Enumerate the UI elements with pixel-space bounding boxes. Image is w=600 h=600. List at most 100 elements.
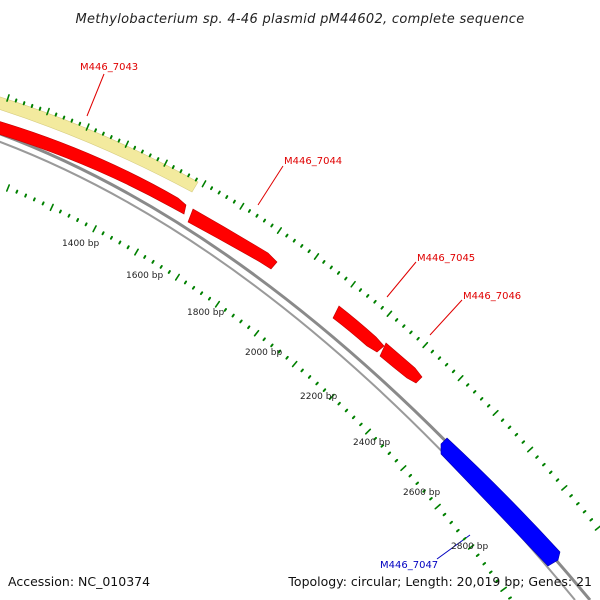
topology-summary: Topology: circular; Length: 20,019 bp; G… [287,574,592,589]
inner-tick-minor [199,291,204,296]
inner-tick-major [214,300,221,308]
inner-tick-minor [300,368,304,373]
inner-tick-major [92,225,97,233]
accession-text: Accession: NC_010374 [8,574,150,589]
inner-tick-minor [67,213,71,218]
outer-tick-major [561,484,568,491]
outer-tick-minor [210,186,214,191]
outer-tick-minor [366,294,370,298]
gene-label-M446_7046[interactable]: M446_7046 [463,291,521,302]
gene-arrow-M446_7043[interactable] [0,120,187,215]
outer-tick-minor [444,362,449,367]
inner-tick-minor [84,222,88,227]
inner-tick-minor [482,562,487,566]
tick-label-1600: 1600 bp [126,271,163,281]
inner-tick-minor [76,218,80,222]
leader-line-M446_7046 [429,299,463,336]
outer-tick-minor [247,209,251,213]
outer-tick-minor [179,169,183,174]
outer-tick-minor [589,518,594,522]
inner-tick-minor [359,422,363,427]
inner-tick-minor [191,285,196,290]
outer-tick-minor [292,238,296,243]
outer-tick-major [124,140,129,148]
inner-tick-major [49,203,54,212]
inner-tick-major [434,503,441,510]
gene-arrow-M446_7044[interactable] [187,208,278,270]
outer-tick-minor [336,271,341,275]
inner-tick-minor [277,349,282,354]
inner-tick-minor [380,444,385,448]
outer-tick-minor [109,135,113,140]
inner-tick-minor [429,497,433,501]
outer-tick-minor [117,138,121,143]
outer-tick-minor [133,145,137,150]
inner-tick-major [253,329,260,337]
gene-label-M446_7045[interactable]: M446_7045 [417,253,475,264]
outer-tick-major [239,202,245,210]
outer-tick-minor [101,131,105,136]
outer-tick-major [386,310,393,318]
outer-tick-major [6,94,10,102]
inner-tick-minor [442,512,447,517]
inner-tick-minor [126,245,130,250]
outer-tick-minor [225,195,229,199]
outer-tick-minor [217,190,221,195]
inner-tick-minor [58,209,62,214]
outer-tick-minor [479,397,484,401]
outer-tick-minor [54,112,58,117]
tick-row-inner [6,184,512,600]
outer-tick-minor [148,153,152,158]
inner-tick-minor [101,231,105,236]
outer-tick-minor [514,432,519,437]
outer-tick-minor [344,276,348,281]
outer-tick-minor [307,249,311,254]
inner-tick-minor [24,193,28,198]
outer-tick-minor [465,383,470,387]
leader-line-M446_7045 [386,261,417,298]
tick-row-outer [6,94,600,531]
outer-tick-minor [14,98,18,103]
inner-tick-minor [143,255,147,259]
inner-tick-major [6,184,10,192]
inner-tick-minor [151,259,155,264]
inner-tick-minor [118,240,122,245]
inner-tick-minor [488,570,493,574]
inner-tick-minor [109,235,113,240]
gene-label-M446_7043[interactable]: M446_7043 [80,62,138,73]
tick-label-2200: 2200 bp [300,392,337,402]
outer-tick-minor [358,288,363,292]
inner-tick-minor [344,408,349,413]
map-title: Methylobacterium sp. 4-46 plasmid pM4460… [75,12,524,27]
outer-tick-minor [70,118,74,123]
tick-label-2000: 2000 bp [245,348,282,358]
outer-tick-minor [194,177,198,182]
outer-tick-minor [30,103,34,108]
tick-label-1400: 1400 bp [62,239,99,249]
inner-tick-major [364,428,372,435]
outer-tick-minor [22,101,26,106]
outer-tick-minor [500,418,505,422]
inner-tick-minor [408,473,413,478]
inner-tick-minor [15,189,19,194]
outer-tick-major [526,446,534,453]
gene-arrow-M446_7047[interactable] [440,437,561,567]
outer-tick-minor [472,390,477,394]
backbone-outer [0,132,592,600]
inner-tick-major [400,465,407,472]
gene-label-M446_7047[interactable]: M446_7047 [380,560,438,571]
gene-label-M446_7044[interactable]: M446_7044 [284,156,342,167]
gene-arrow-M446_7045[interactable] [332,305,385,353]
outer-tick-minor [576,502,580,506]
inner-tick-minor [337,401,341,406]
inner-tick-minor [449,520,453,525]
inner-tick-minor [247,325,251,330]
gene-arrow-M446_7046[interactable] [379,342,423,384]
leader-line-M446_7044 [257,165,284,206]
inner-tick-major [328,393,335,401]
inner-tick-minor [231,313,235,318]
outer-tick-minor [322,260,326,264]
inner-tick-minor [422,489,426,493]
outer-tick-minor [156,157,160,162]
